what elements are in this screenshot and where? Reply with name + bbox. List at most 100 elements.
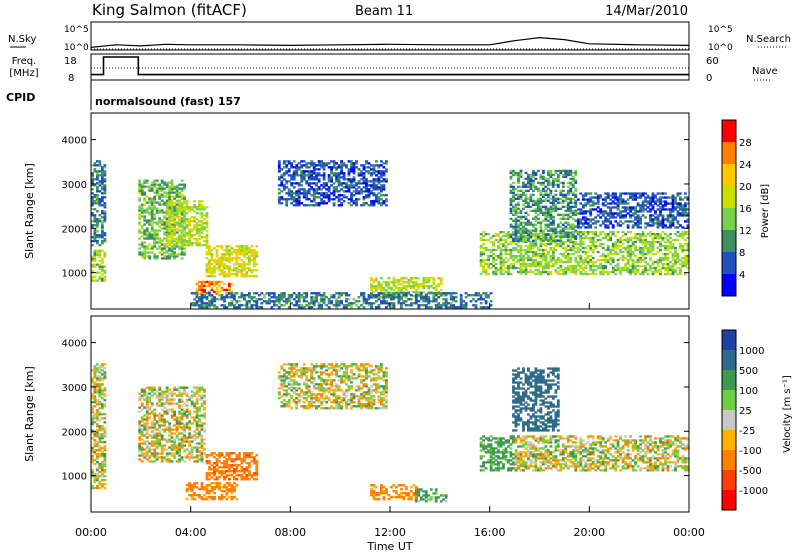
data-cell bbox=[529, 270, 533, 274]
data-cell bbox=[569, 268, 573, 272]
data-cell bbox=[534, 223, 538, 226]
power-colorbar-tick: 20 bbox=[739, 182, 752, 193]
data-cell bbox=[98, 377, 102, 380]
data-cell bbox=[561, 183, 565, 186]
data-cell bbox=[173, 220, 176, 223]
data-cell bbox=[238, 253, 241, 256]
data-cell bbox=[190, 304, 194, 307]
data-cell bbox=[332, 204, 336, 207]
data-cell bbox=[245, 249, 249, 252]
data-cell bbox=[581, 233, 585, 236]
data-cell bbox=[444, 304, 448, 307]
data-cell bbox=[203, 284, 206, 288]
data-cell bbox=[509, 235, 513, 238]
data-cell bbox=[609, 270, 613, 274]
data-cell bbox=[342, 190, 346, 193]
data-cell bbox=[504, 252, 508, 256]
data-cell bbox=[534, 264, 538, 268]
data-cell bbox=[367, 180, 371, 183]
data-cell bbox=[402, 285, 406, 288]
data-cell bbox=[422, 281, 426, 284]
data-cell bbox=[260, 292, 264, 295]
data-cell bbox=[474, 292, 478, 295]
data-cell bbox=[514, 197, 518, 200]
data-cell bbox=[404, 285, 408, 288]
data-cell bbox=[101, 168, 104, 171]
data-cell bbox=[153, 237, 157, 240]
data-cell bbox=[195, 228, 199, 231]
data-cell bbox=[292, 160, 296, 163]
data-cell bbox=[377, 306, 381, 309]
data-cell bbox=[487, 248, 490, 252]
data-cell bbox=[504, 246, 508, 250]
data-cell bbox=[634, 206, 637, 209]
data-cell bbox=[569, 240, 573, 244]
data-cell bbox=[559, 239, 563, 242]
data-cell bbox=[529, 177, 533, 180]
data-cell bbox=[452, 296, 456, 299]
data-cell bbox=[307, 178, 311, 181]
data-cell bbox=[571, 193, 575, 196]
data-cell bbox=[604, 226, 608, 229]
data-cell bbox=[253, 296, 256, 299]
data-cell bbox=[686, 218, 690, 221]
data-cell bbox=[509, 262, 513, 266]
data-cell bbox=[611, 231, 615, 234]
data-cell bbox=[93, 208, 97, 211]
data-cell bbox=[621, 216, 625, 219]
data-cell bbox=[96, 164, 99, 167]
data-cell bbox=[449, 302, 453, 305]
data-cell bbox=[285, 172, 289, 175]
data-cell bbox=[250, 249, 254, 252]
data-cell bbox=[591, 204, 595, 207]
data-cell bbox=[656, 270, 660, 274]
data-cell bbox=[101, 363, 104, 366]
data-cell bbox=[604, 234, 608, 238]
data-cell bbox=[255, 304, 259, 307]
data-cell bbox=[170, 251, 174, 254]
data-cell bbox=[148, 460, 152, 463]
data-cell bbox=[282, 198, 286, 201]
data-cell bbox=[387, 281, 391, 284]
data-cell bbox=[325, 202, 328, 205]
data-cell bbox=[103, 216, 107, 219]
data-cell bbox=[407, 279, 411, 282]
data-cell bbox=[208, 300, 211, 303]
data-cell bbox=[360, 204, 363, 207]
data-cell bbox=[676, 258, 680, 262]
data-cell bbox=[165, 191, 169, 194]
data-cell bbox=[517, 250, 520, 254]
data-cell bbox=[559, 233, 563, 236]
data-cell bbox=[561, 181, 565, 184]
data-cell bbox=[484, 268, 488, 272]
data-cell bbox=[659, 244, 662, 248]
data-cell bbox=[183, 185, 186, 188]
data-cell bbox=[91, 208, 94, 211]
data-cell bbox=[175, 212, 179, 215]
data-cell bbox=[502, 258, 505, 262]
data-cell bbox=[101, 234, 104, 237]
data-cell bbox=[579, 202, 583, 205]
data-cell bbox=[639, 196, 642, 199]
data-cell bbox=[649, 204, 652, 207]
data-cell bbox=[566, 264, 570, 268]
data-cell bbox=[631, 206, 635, 209]
data-cell bbox=[554, 171, 558, 175]
data-cell bbox=[255, 306, 259, 309]
data-cell bbox=[250, 275, 254, 278]
data-cell bbox=[634, 210, 637, 213]
data-cell bbox=[524, 177, 528, 180]
data-cell bbox=[619, 250, 622, 254]
data-cell bbox=[245, 273, 249, 276]
data-cell bbox=[452, 292, 456, 295]
data-cell bbox=[402, 302, 406, 305]
data-cell bbox=[434, 285, 438, 288]
data-cell bbox=[649, 264, 652, 268]
data-cell bbox=[549, 237, 553, 240]
data-cell bbox=[644, 234, 647, 238]
data-cell bbox=[581, 212, 585, 215]
data-cell bbox=[190, 292, 194, 295]
data-cell bbox=[484, 270, 488, 274]
data-cell bbox=[320, 174, 323, 177]
data-cell bbox=[93, 232, 97, 235]
